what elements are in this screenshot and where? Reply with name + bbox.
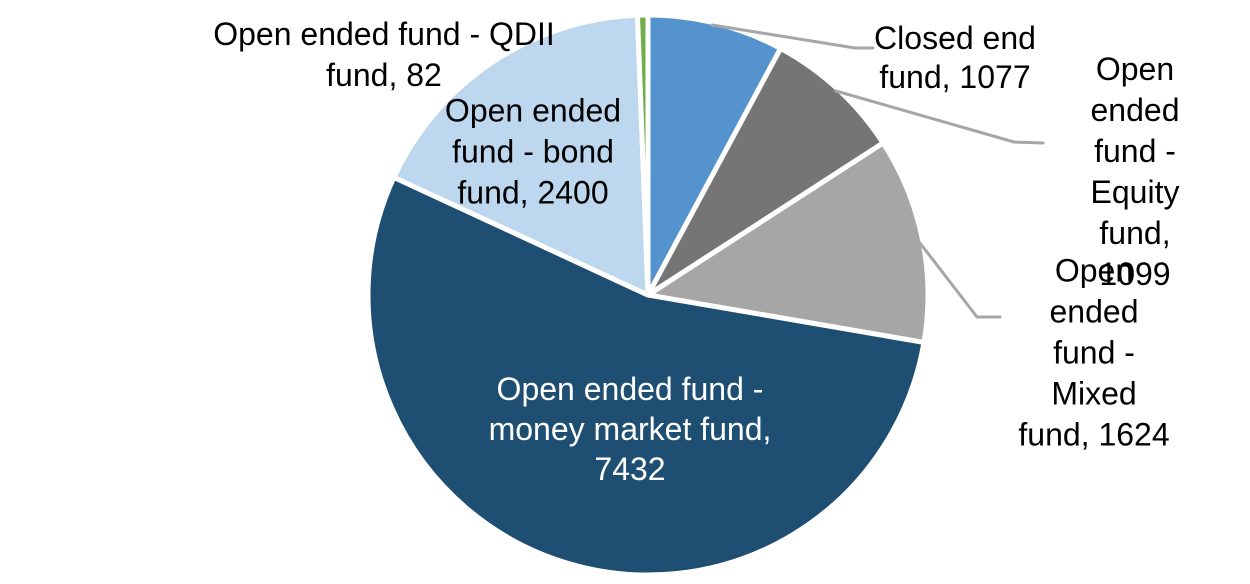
pie-slice-closed-end-fund (645, 12, 784, 298)
label-mixed-fund: Open ended fund - Mixed fund, 1624 (1018, 252, 1170, 453)
label-bond-fund: Open ended fund - bond fund, 2400 (444, 92, 622, 211)
pie-slice-equity-fund (645, 45, 886, 298)
pie-slice-mixed-fund (645, 140, 931, 345)
leader-line-mixed-fund (918, 241, 1002, 319)
label-closed-end-fund: Closed end fund, 1077 (874, 20, 1036, 95)
pie-slice-bond-fund (391, 12, 651, 298)
pie-slice-money-market-fund (365, 174, 927, 578)
leader-line-equity-fund (834, 89, 1045, 145)
pie-slice-qdii-fund (634, 12, 651, 298)
label-qdii-fund: Open ended fund - QDII fund, 82 (213, 16, 555, 93)
leader-line-closed-end-fund (710, 23, 875, 50)
label-equity-fund: Open ended fund - Equity fund, 1099 (1090, 51, 1180, 292)
label-money-market-fund: Open ended fund - money market fund, 743… (488, 371, 772, 487)
